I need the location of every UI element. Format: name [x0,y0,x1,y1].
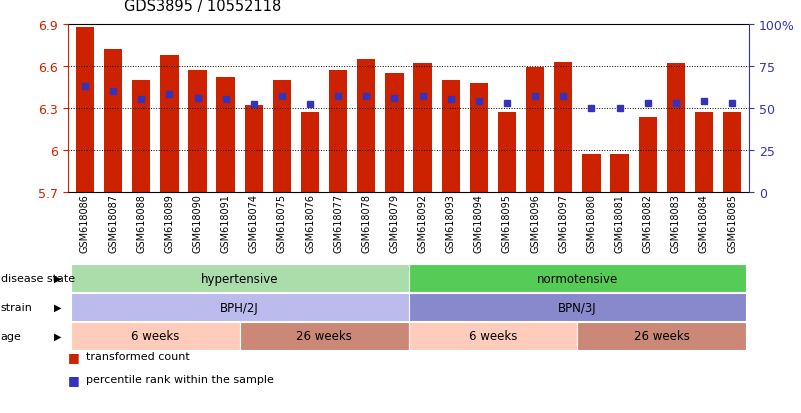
Text: strain: strain [1,302,33,312]
Bar [469,83,488,192]
Text: ▶: ▶ [54,331,62,341]
Bar [526,68,544,192]
Text: ■: ■ [68,373,80,386]
Text: ▶: ▶ [54,273,62,283]
Bar [554,62,573,192]
Bar [610,154,629,192]
Bar [723,113,741,192]
Bar [441,81,460,192]
Text: age: age [1,331,22,341]
Bar [582,154,601,192]
Text: 6 weeks: 6 weeks [131,330,179,343]
Bar [244,106,263,192]
Bar [357,59,376,192]
Text: hypertensive: hypertensive [201,272,279,285]
Text: BPH/2J: BPH/2J [220,301,259,314]
Bar [76,28,94,192]
Bar [329,71,348,192]
Bar [273,81,291,192]
Bar [301,113,319,192]
Bar [216,78,235,192]
Text: normotensive: normotensive [537,272,618,285]
Bar [498,113,516,192]
Text: ▶: ▶ [54,302,62,312]
Bar [666,64,685,192]
Text: 6 weeks: 6 weeks [469,330,517,343]
Text: BPN/3J: BPN/3J [558,301,597,314]
Bar [188,71,207,192]
Bar [160,55,179,192]
Bar [694,113,713,192]
Bar [132,81,151,192]
Bar [638,118,657,192]
Text: disease state: disease state [1,273,75,283]
Text: percentile rank within the sample: percentile rank within the sample [86,374,274,384]
Text: GDS3895 / 10552118: GDS3895 / 10552118 [124,0,281,14]
Bar [385,74,404,192]
Text: 26 weeks: 26 weeks [296,330,352,343]
Text: 26 weeks: 26 weeks [634,330,690,343]
Text: ■: ■ [68,350,80,363]
Text: transformed count: transformed count [86,351,190,361]
Bar [413,64,432,192]
Bar [104,50,123,192]
